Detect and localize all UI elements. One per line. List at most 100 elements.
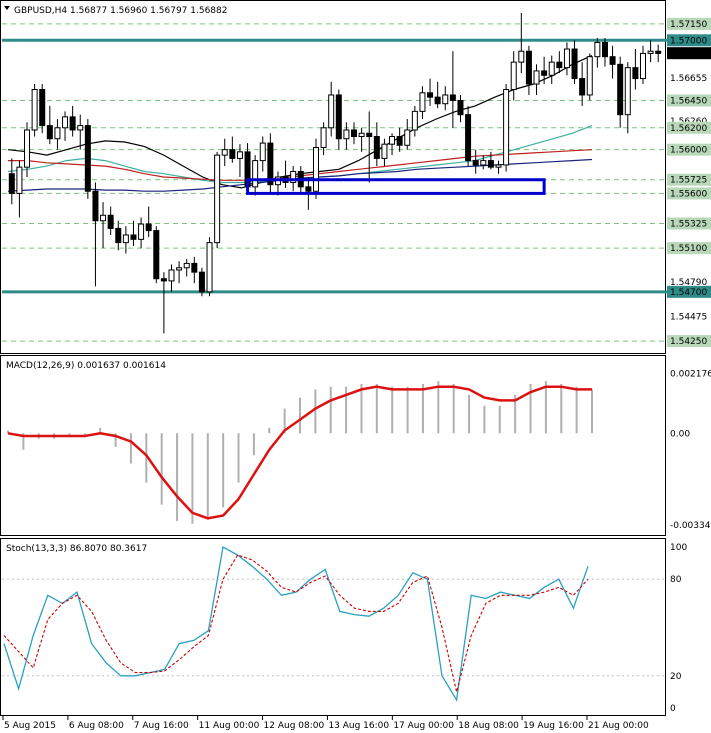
candle-body [16, 166, 23, 194]
candle-body [130, 234, 137, 240]
candle-body [525, 50, 532, 85]
candle-body [46, 125, 53, 140]
candle-body [312, 146, 319, 192]
candle-body [92, 190, 99, 222]
stoch-tick-label: 20 [670, 672, 682, 682]
time-tick-label: 18 Aug 08:00 [458, 721, 519, 731]
candle-body [84, 125, 91, 192]
candle-body [54, 127, 61, 140]
symbol-header: GBPUSD,H4 1.56877 1.56960 1.56797 1.5688… [14, 6, 227, 16]
candle-body [510, 61, 517, 90]
candle-body [442, 94, 449, 105]
candle-body [358, 132, 365, 138]
candle-body [381, 143, 388, 159]
time-tick-label: 12 Aug 08:00 [264, 721, 325, 731]
stoch-tick-label: 80 [670, 575, 682, 585]
price-label-box [667, 285, 711, 298]
macd-tick-label: -0.003343 [670, 521, 711, 531]
candle-body [176, 267, 183, 271]
price-tick-label: 1.54475 [670, 312, 707, 322]
candle-body [153, 230, 160, 280]
candle-body [617, 63, 624, 116]
candle-body [252, 160, 259, 188]
candle-body [183, 262, 190, 269]
candle-body [639, 52, 646, 80]
candle-body [594, 41, 601, 58]
candle-body [632, 67, 639, 80]
candle-body [145, 223, 152, 232]
macd-signal-line [7, 385, 592, 520]
time-tick-label: 13 Aug 16:00 [328, 721, 389, 731]
price-tick-label: 1.56200 [670, 124, 707, 134]
candle-body [495, 164, 502, 168]
stoch-panel-frame [0, 538, 666, 716]
price-tick-label: 1.54250 [670, 337, 707, 347]
candle-body [480, 160, 487, 166]
time-tick-label: 21 Aug 00:00 [588, 721, 649, 731]
price-label-box [667, 94, 711, 107]
candle-body [541, 70, 548, 76]
candle-body [115, 227, 122, 244]
time-tick-label: 19 Aug 16:00 [523, 721, 584, 731]
price-label-box [667, 242, 711, 255]
candle-body [160, 278, 167, 282]
time-tick-label: 5 Aug 2015 [4, 721, 56, 731]
time-tick-label: 6 Aug 08:00 [69, 721, 124, 731]
candle-body [107, 214, 114, 229]
price-panel-frame [0, 0, 666, 354]
macd-header: MACD(12,26,9) 0.001637 0.001614 [6, 361, 166, 371]
price-label-box [667, 47, 711, 60]
candle-body [236, 151, 243, 159]
candle-body [168, 269, 175, 282]
candle-body [449, 94, 456, 101]
candle-body [427, 92, 434, 98]
candle-body [198, 271, 205, 293]
candle-body [373, 136, 380, 159]
price-plot: 1.57150 1.57000 1.56882 1.56655 1.56450 1.562… [2, 12, 711, 348]
stoch-tick-label: 100 [670, 543, 687, 553]
candle-body [571, 48, 578, 80]
candle-body [62, 116, 69, 129]
candle-body [328, 94, 335, 129]
price-tick-label: 1.55725 [670, 176, 707, 186]
price-tick-label: 1.57150 [670, 20, 707, 30]
candle-body [533, 70, 540, 85]
candle-body [434, 96, 441, 105]
candle-body [100, 214, 107, 222]
candle-body [335, 94, 342, 140]
candle-body [77, 125, 84, 131]
candle-body [503, 89, 510, 166]
price-tick-label: 1.55600 [670, 189, 707, 199]
candle-body [290, 171, 297, 183]
candle-body [31, 89, 38, 131]
price-label-box [667, 17, 711, 30]
stoch-signal-line [3, 554, 589, 693]
stoch-plot: 100 80 20 0 [2, 543, 687, 714]
candle-body [579, 78, 586, 96]
candle-body [457, 99, 464, 116]
price-tick-label: 1.56000 [670, 146, 707, 156]
stoch-tick-label: 0 [670, 704, 676, 714]
candle-body [191, 262, 198, 273]
price-label-box [667, 34, 711, 47]
candle-body [487, 160, 494, 168]
time-tick-label: 11 Aug 00:00 [199, 721, 260, 731]
candle-body [214, 154, 221, 244]
chart-collapse-icon[interactable] [4, 6, 10, 10]
macd-plot: 0.002176 0.00 -0.003343 [7, 370, 711, 531]
candle-body [404, 129, 411, 146]
candle-body [655, 50, 662, 54]
candle-body [8, 173, 15, 194]
price-tick-label: 1.57000 [670, 36, 707, 46]
price-label-box [667, 335, 711, 348]
price-tick-label: 1.56655 [670, 74, 707, 84]
candle-body [556, 61, 563, 69]
candle-body [39, 89, 46, 127]
candle-body [647, 50, 654, 54]
price-tick-label: 1.55325 [670, 219, 707, 229]
candle-body [465, 114, 472, 162]
price-tick-label: 1.56450 [670, 96, 707, 106]
candle-body [69, 116, 76, 131]
stoch-header: Stoch(13,3,3) 86.8070 80.3617 [6, 544, 147, 554]
